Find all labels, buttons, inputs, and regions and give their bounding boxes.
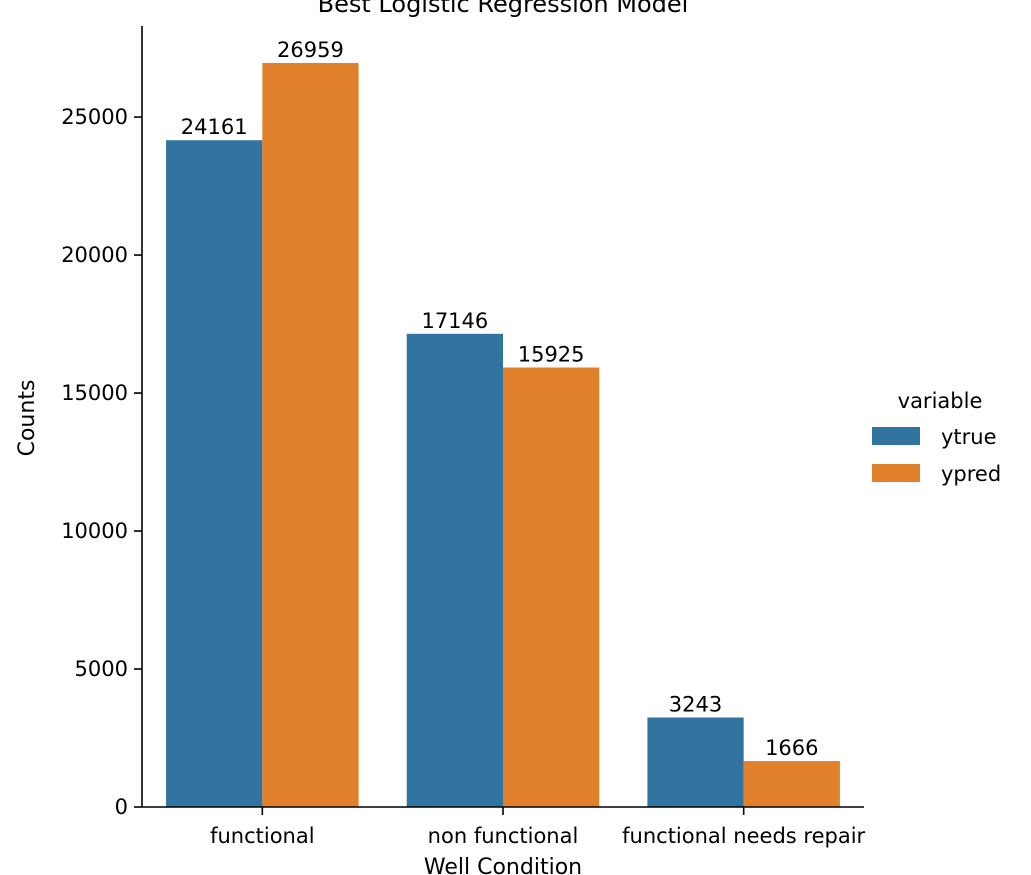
x-tick-label-0: functional — [210, 824, 315, 848]
legend-title: variable — [898, 389, 983, 413]
bar-ytrue-2 — [647, 717, 744, 807]
bar-label-ytrue-2: 3243 — [669, 693, 722, 717]
x-tick-label-1: non functional — [428, 824, 579, 848]
bar-label-ypred-0: 26959 — [277, 38, 344, 62]
legend-label-ytrue: ytrue — [941, 425, 997, 449]
y-tick-label-1: 5000 — [75, 657, 128, 681]
bar-ypred-1 — [503, 367, 600, 807]
legend-swatch-ypred — [872, 464, 920, 482]
bar-label-ytrue-1: 17146 — [421, 309, 488, 333]
bar-ypred-0 — [262, 63, 359, 807]
y-tick-label-5: 25000 — [61, 105, 128, 129]
bars-group — [166, 63, 840, 807]
y-tick-label-2: 10000 — [61, 519, 128, 543]
bar-label-ypred-1: 15925 — [518, 343, 585, 367]
x-axis-label: Well Condition — [424, 855, 582, 875]
y-axis: 0 5000 10000 15000 20000 25000 — [61, 26, 143, 819]
legend-label-ypred: ypred — [941, 462, 1001, 486]
bar-ytrue-0 — [166, 140, 263, 807]
legend: variable ytrue ypred — [872, 389, 1001, 486]
bar-label-ypred-2: 1666 — [765, 736, 818, 760]
bar-label-ytrue-0: 24161 — [181, 115, 248, 139]
y-tick-label-3: 15000 — [61, 381, 128, 405]
bar-ypred-2 — [743, 761, 840, 807]
bar-ytrue-1 — [406, 333, 503, 807]
chart-title: Best Logistic Regression Model — [318, 0, 689, 18]
bar-labels-group: 24161 26959 17146 15925 3243 1666 — [181, 38, 819, 760]
y-axis-label: Counts — [15, 380, 40, 457]
x-axis: functional non functional functional needs… — [142, 806, 866, 848]
y-tick-label-4: 20000 — [61, 243, 128, 267]
legend-swatch-ytrue — [872, 427, 920, 445]
y-tick-label-0: 0 — [115, 795, 128, 819]
x-tick-label-2: functional needs repair — [622, 824, 865, 848]
